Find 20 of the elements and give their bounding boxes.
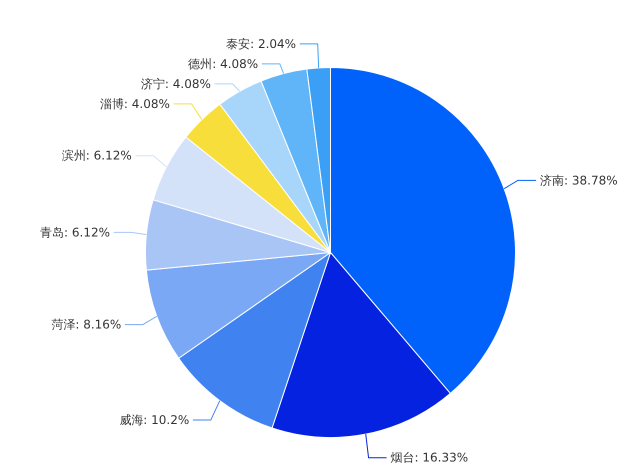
data-label: : 6.12% [64, 225, 110, 240]
data-label: : 8.16% [75, 318, 122, 332]
slice-label: 济宁 [140, 76, 165, 91]
slice-label: 泰安 [226, 36, 250, 51]
slice-label: 青岛 [40, 225, 64, 240]
slice-label: 济南 [540, 173, 564, 188]
data-label: : 4.08% [212, 56, 258, 71]
slice-label: 滨州 [62, 148, 86, 163]
slice-label: 菏泽 [51, 318, 76, 332]
data-label: : 38.78% [564, 173, 618, 188]
slice-label: 烟台 [390, 450, 415, 465]
data-label: : 4.08% [124, 96, 170, 111]
data-label: : 2.04% [250, 36, 296, 51]
data-label: : 10.2% [143, 412, 190, 427]
data-label: : 4.08% [164, 76, 211, 91]
data-label: : 16.33% [414, 450, 468, 465]
slice-label: 淄博 [100, 96, 124, 111]
data-label: : 6.12% [86, 148, 132, 163]
slice-label: 德州 [188, 56, 212, 71]
slice-label: 威海 [119, 412, 144, 427]
